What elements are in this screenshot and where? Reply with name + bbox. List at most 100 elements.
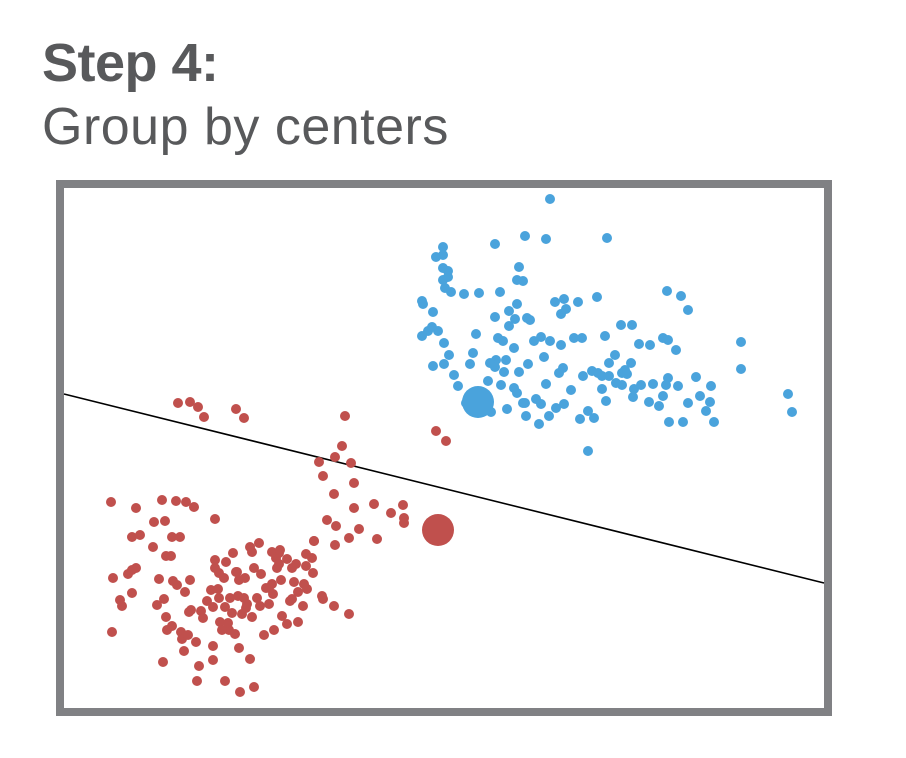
red-data-point (299, 579, 309, 589)
blue-data-point (683, 305, 693, 315)
red-data-point (314, 457, 324, 467)
red-data-point (431, 426, 441, 436)
centroid-layer (422, 386, 494, 546)
red-data-point (235, 687, 245, 697)
red-data-point (307, 553, 317, 563)
red-data-point (293, 587, 303, 597)
blue-data-point (664, 417, 674, 427)
blue-data-point (531, 394, 541, 404)
red-data-point (234, 575, 244, 585)
red-data-point (106, 497, 116, 507)
red-data-point (349, 478, 359, 488)
red-data-point (386, 508, 396, 518)
blue-data-point (705, 397, 715, 407)
red-data-point (220, 602, 230, 612)
red-data-point (267, 547, 277, 557)
red-data-point (330, 540, 340, 550)
blue-data-point (554, 368, 564, 378)
blue-data-point (636, 380, 646, 390)
blue-data-point (453, 381, 463, 391)
blue-data-point (616, 320, 626, 330)
blue-data-point (525, 315, 535, 325)
blue-data-point (498, 336, 508, 346)
points-layer (106, 194, 797, 697)
blue-data-point (514, 262, 524, 272)
red-data-point (193, 402, 203, 412)
red-data-point (227, 608, 237, 618)
blue-data-point (427, 322, 437, 332)
blue-data-point (510, 314, 520, 324)
red-data-point (301, 561, 311, 571)
blue-data-point (604, 358, 614, 368)
blue-data-point (523, 359, 533, 369)
blue-data-point (550, 297, 560, 307)
blue-data-point (628, 392, 638, 402)
blue-data-point (645, 340, 655, 350)
blue-data-point (417, 331, 427, 341)
blue-data-point (483, 376, 493, 386)
blue-data-point (601, 396, 611, 406)
blue-data-point (559, 399, 569, 409)
blue-data-point (559, 294, 569, 304)
red-data-point (210, 555, 220, 565)
red-data-point (276, 575, 286, 585)
red-data-point (289, 577, 299, 587)
red-data-point (210, 514, 220, 524)
red-data-point (337, 441, 347, 451)
blue-data-point (490, 239, 500, 249)
red-data-point (168, 576, 178, 586)
red-data-point (318, 471, 328, 481)
red-data-point (183, 630, 193, 640)
red-data-point (252, 593, 262, 603)
blue-data-point (783, 389, 793, 399)
red-data-point (161, 612, 171, 622)
blue-data-point (600, 331, 610, 341)
blue-data-point (597, 371, 607, 381)
blue-data-point (627, 320, 637, 330)
blue-data-point (551, 403, 561, 413)
red-data-point (127, 588, 137, 598)
red-data-point (249, 563, 259, 573)
blue-data-point (512, 299, 522, 309)
red-data-point (256, 569, 266, 579)
blue-data-point (701, 406, 711, 416)
red-data-point (317, 591, 327, 601)
red-data-point (185, 397, 195, 407)
red-data-point (329, 489, 339, 499)
red-data-point (259, 630, 269, 640)
red-data-point (214, 593, 224, 603)
red-data-point (154, 574, 164, 584)
blue-data-point (592, 292, 602, 302)
red-data-point (199, 412, 209, 422)
red-data-point (247, 612, 257, 622)
red-data-point (268, 589, 278, 599)
red-data-point (234, 643, 244, 653)
blue-data-point (439, 338, 449, 348)
red-data-point (159, 594, 169, 604)
red-data-point (228, 548, 238, 558)
red-data-point (208, 641, 218, 651)
red-data-point (171, 496, 181, 506)
red-data-point (210, 563, 220, 573)
blue-data-point (736, 337, 746, 347)
red-data-point (185, 575, 195, 585)
red-data-point (191, 637, 201, 647)
red-data-point (261, 583, 271, 593)
blue-data-point (428, 307, 438, 317)
blue-data-point (787, 407, 797, 417)
red-data-point (194, 661, 204, 671)
red-data-point (308, 568, 318, 578)
red-data-point (179, 646, 189, 656)
blue-data-point (706, 381, 716, 391)
blue-data-point (465, 359, 475, 369)
red-data-point (399, 518, 409, 528)
blue-data-point (676, 291, 686, 301)
red-data-point (175, 532, 185, 542)
decision-boundary-line (63, 393, 825, 584)
blue-data-point (622, 369, 632, 379)
blue-data-point (521, 411, 531, 421)
blue-data-point (648, 379, 658, 389)
blue-data-point (658, 391, 668, 401)
red-data-point (255, 601, 265, 611)
blue-data-point (583, 406, 593, 416)
